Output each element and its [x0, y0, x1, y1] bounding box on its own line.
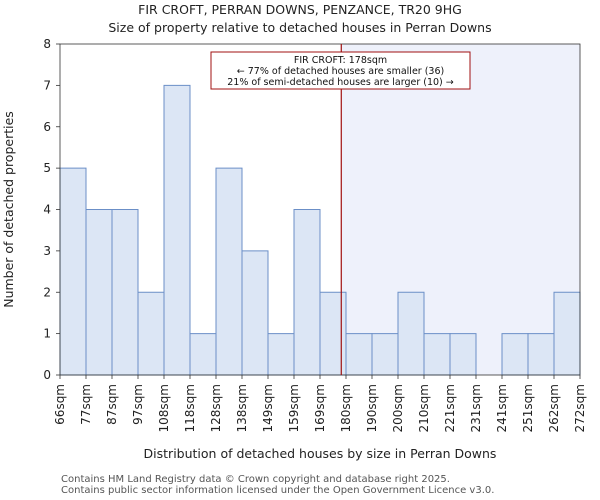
bar-66sqm — [59, 167, 87, 376]
bar-77sqm — [85, 209, 113, 376]
chart-subtitle: Size of property relative to detached ho… — [108, 20, 492, 35]
x-tick-label-200sqm: 200sqm — [391, 384, 405, 432]
bar-251sqm — [527, 333, 555, 376]
highlight-region — [341, 44, 580, 375]
y-tick-label-0: 0 — [43, 368, 51, 382]
annotation-line-3: 21% of semi-detached houses are larger (… — [227, 77, 454, 88]
bar-97sqm — [137, 291, 165, 376]
bar-221sqm — [449, 333, 477, 376]
bar-210sqm — [423, 333, 451, 376]
x-tick-label-77sqm: 77sqm — [79, 384, 93, 425]
y-tick-label-1: 1 — [43, 327, 51, 341]
x-axis-title: Distribution of detached houses by size … — [144, 446, 497, 461]
y-tick-label-6: 6 — [43, 120, 51, 134]
footer-copyright: Contains HM Land Registry data © Crown c… — [61, 474, 450, 485]
bar-190sqm — [371, 333, 399, 376]
x-tick-label-149sqm: 149sqm — [261, 384, 275, 432]
bar-128sqm — [215, 167, 243, 376]
bar-118sqm — [189, 333, 217, 376]
x-tick-label-272sqm: 272sqm — [573, 384, 587, 432]
x-tick-label-118sqm: 118sqm — [183, 384, 197, 432]
annotation-line-2: ← 77% of detached houses are smaller (36… — [237, 66, 444, 77]
y-tick-label-3: 3 — [43, 244, 51, 258]
x-tick-label-159sqm: 159sqm — [287, 384, 301, 432]
x-tick-label-108sqm: 108sqm — [157, 384, 171, 432]
y-axis-title: Number of detached properties — [1, 111, 16, 308]
chart-title: FIR CROFT, PERRAN DOWNS, PENZANCE, TR20 … — [138, 2, 462, 17]
axes-group: 0 1 2 3 4 5 6 7 8 66sqm 77sqm 87sqm 97sqm 108sqm 118sq… — [43, 37, 587, 432]
y-tick-label-8: 8 — [43, 37, 51, 51]
bar-159sqm — [293, 209, 321, 376]
bar-108sqm — [163, 84, 191, 376]
x-tick-label-251sqm: 251sqm — [521, 384, 535, 432]
footer-licence: Contains public sector information licen… — [61, 485, 495, 496]
x-tick-label-87sqm: 87sqm — [105, 384, 119, 425]
bar-180sqm — [345, 333, 373, 376]
x-tick-label-231sqm: 231sqm — [469, 384, 483, 432]
x-tick-label-138sqm: 138sqm — [235, 384, 249, 432]
x-tick-label-210sqm: 210sqm — [417, 384, 431, 432]
x-tick-label-97sqm: 97sqm — [131, 384, 145, 425]
annotation-box: FIR CROFT: 178sqm ← 77% of detached hous… — [210, 51, 471, 90]
x-tick-label-169sqm: 169sqm — [313, 384, 327, 432]
x-tick-label-66sqm: 66sqm — [53, 384, 67, 425]
y-tick-label-4: 4 — [43, 203, 51, 217]
x-tick-label-128sqm: 128sqm — [209, 384, 223, 432]
bars-group — [59, 84, 581, 376]
x-tick-label-221sqm: 221sqm — [443, 384, 457, 432]
y-tick-label-5: 5 — [43, 161, 51, 175]
annotation-line-1: FIR CROFT: 178sqm — [294, 55, 387, 66]
bar-149sqm — [267, 333, 295, 376]
y-tick-label-2: 2 — [43, 285, 51, 299]
bar-200sqm — [397, 291, 425, 376]
bar-87sqm — [111, 209, 139, 376]
bar-262sqm — [553, 291, 581, 376]
x-tick-label-262sqm: 262sqm — [547, 384, 561, 432]
bar-138sqm — [241, 250, 269, 376]
x-tick-label-180sqm: 180sqm — [339, 384, 353, 432]
bar-241sqm — [501, 333, 529, 376]
bar-169sqm — [319, 291, 347, 376]
x-tick-label-190sqm: 190sqm — [365, 384, 379, 432]
y-tick-label-7: 7 — [43, 78, 51, 92]
x-tick-label-241sqm: 241sqm — [495, 384, 509, 432]
